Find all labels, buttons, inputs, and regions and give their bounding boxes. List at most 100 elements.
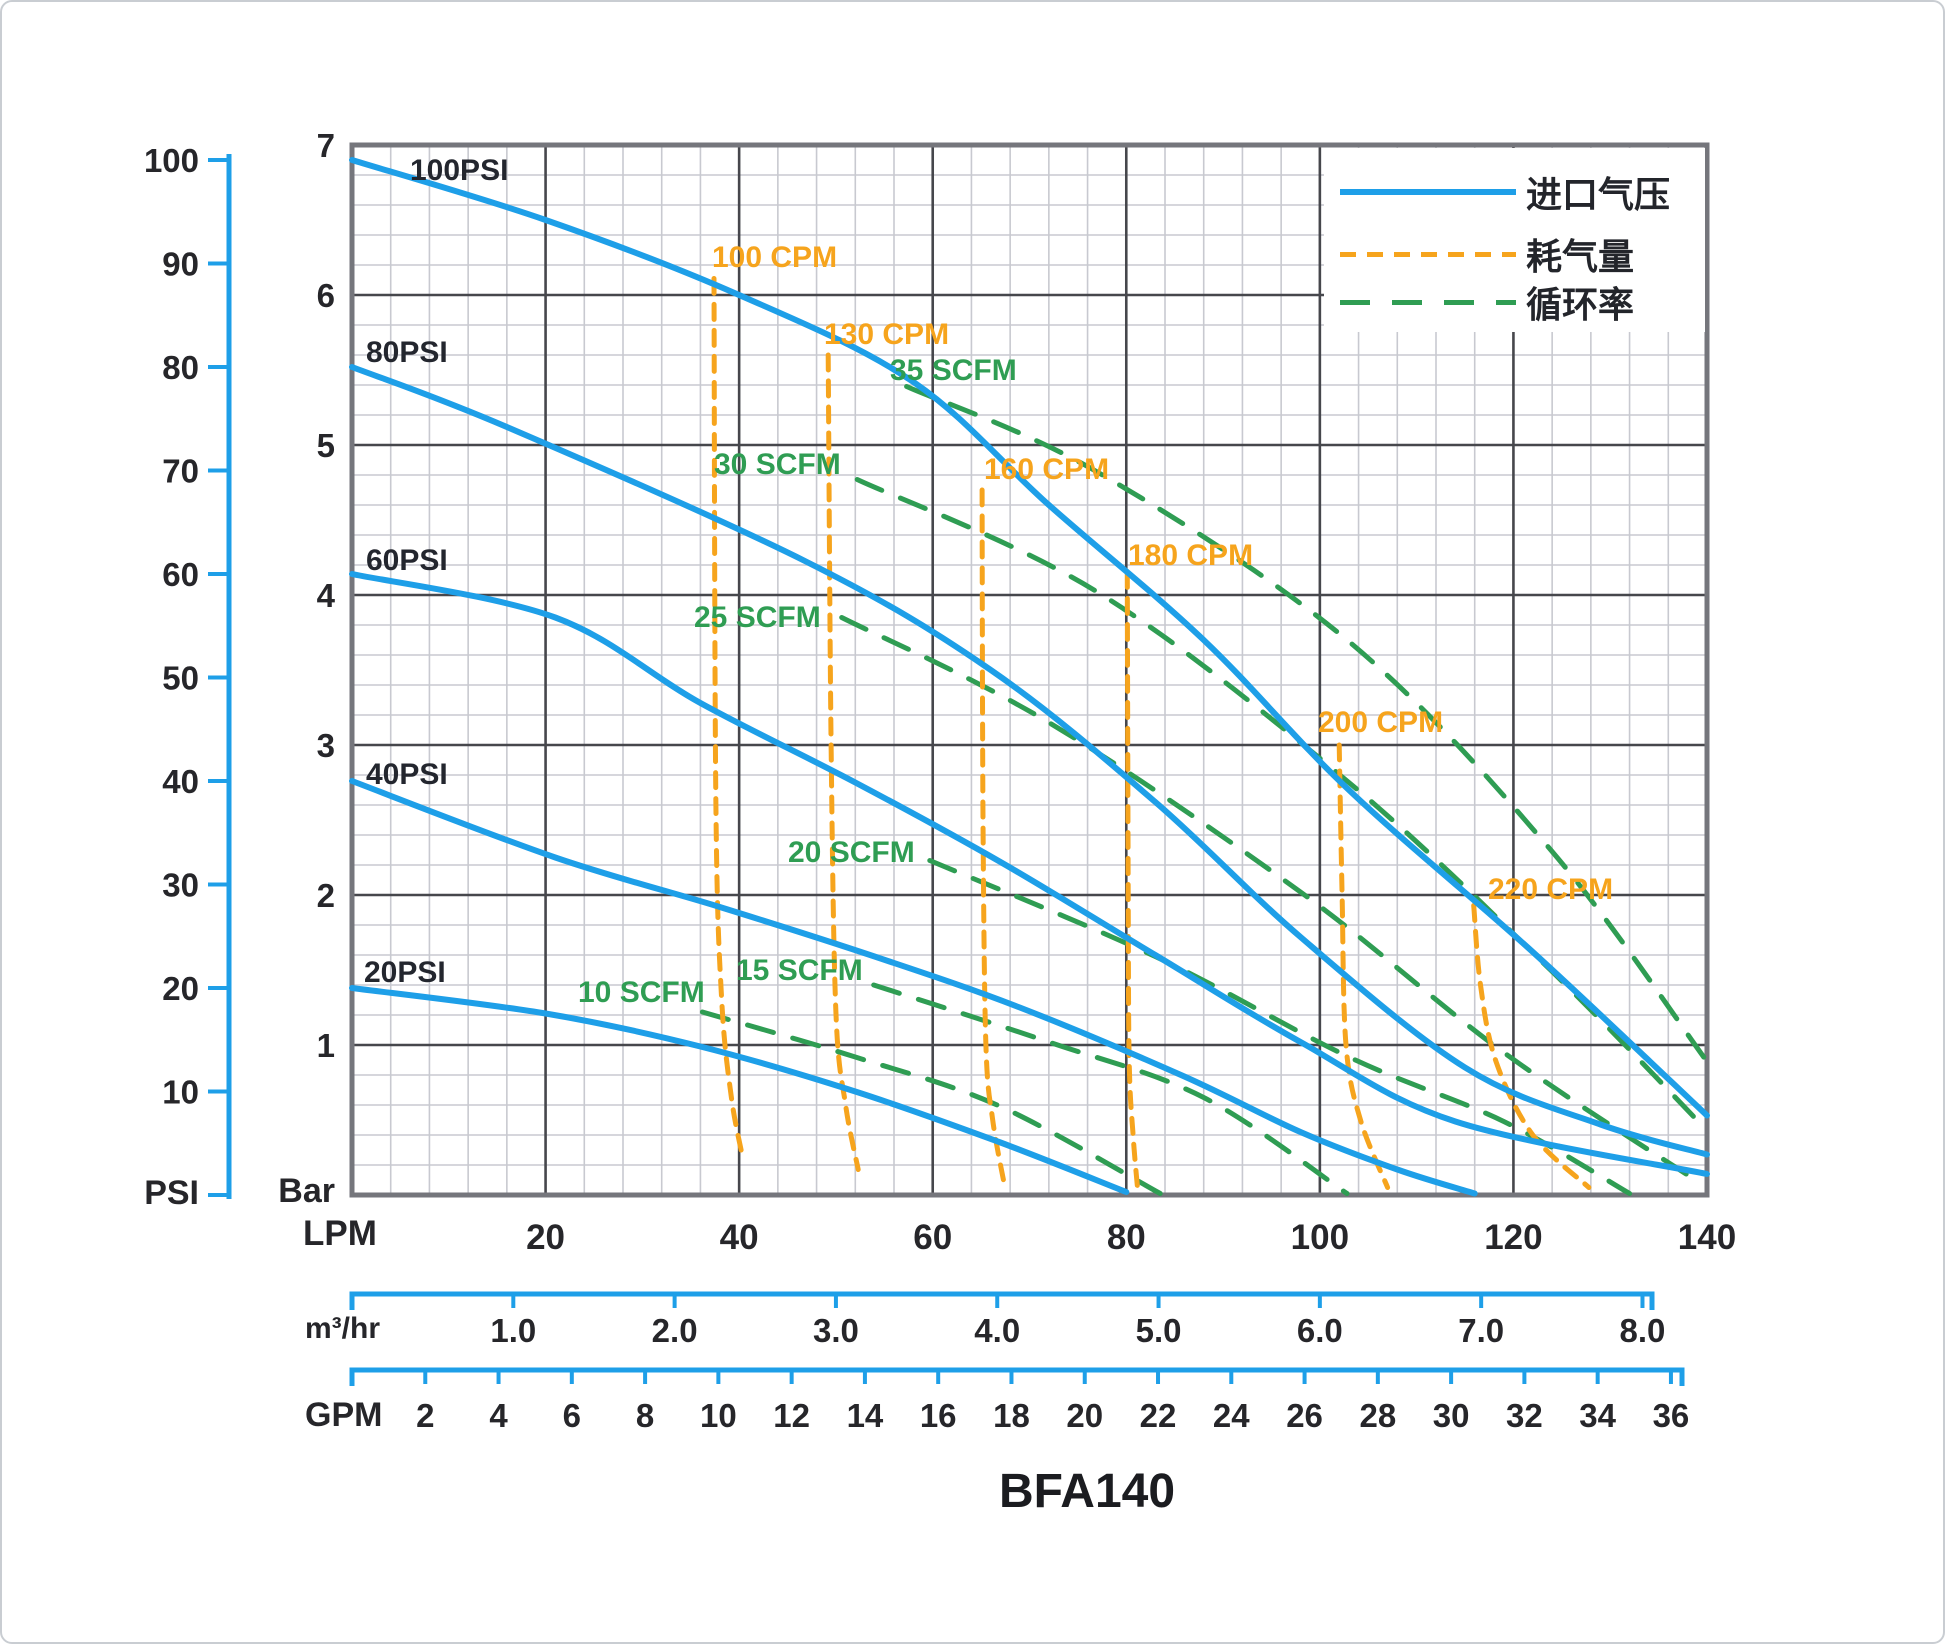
m3hr-tick-label: 1.0 bbox=[490, 1312, 536, 1349]
series-group-pressure bbox=[349, 157, 1710, 1197]
gpm-axis-unit: GPM bbox=[305, 1396, 383, 1434]
gpm-tick-label: 2 bbox=[416, 1397, 434, 1434]
gpm-tick-label: 10 bbox=[700, 1397, 737, 1434]
psi-tick-label: 100 bbox=[144, 142, 199, 179]
gpm-axis: 2 4 6 8 10 12 14 16 18 20 22 24 26 28 30 32 34 36 bbox=[349, 1367, 1690, 1434]
gpm-tick-label: 8 bbox=[636, 1397, 654, 1434]
gpm-ruler bbox=[349, 1367, 1685, 1386]
lpm-tick-label: 120 bbox=[1484, 1218, 1542, 1257]
curve-label-30-scfm: 30 SCFM bbox=[714, 448, 841, 481]
lpm-axis-unit: LPM bbox=[303, 1214, 377, 1253]
curve-label-25-scfm: 25 SCFM bbox=[694, 601, 821, 634]
long-dash-line-swatch-icon bbox=[1340, 299, 1516, 305]
curve-label-20-scfm: 20 SCFM bbox=[788, 836, 915, 869]
curve-label-15-scfm: 15 SCFM bbox=[736, 954, 863, 987]
curve-label-20psi: 20PSI bbox=[364, 956, 446, 989]
legend: 进口气压 耗气量 循环率 bbox=[1324, 148, 1705, 332]
curve-15-scfm bbox=[871, 982, 1350, 1196]
m3hr-tick-label: 7.0 bbox=[1458, 1312, 1504, 1349]
psi-tick-label: 20 bbox=[162, 970, 199, 1007]
curve-60psi bbox=[349, 571, 1710, 1177]
psi-tick-label: 60 bbox=[162, 556, 199, 593]
legend-label: 耗气量 bbox=[1526, 236, 1635, 277]
legend-label: 循环率 bbox=[1526, 284, 1635, 325]
curve-label-10-scfm: 10 SCFM bbox=[578, 976, 705, 1009]
gpm-tick-label: 4 bbox=[489, 1397, 508, 1434]
bar-tick-label: 1 bbox=[317, 1027, 335, 1064]
curve-label-60psi: 60PSI bbox=[366, 544, 448, 577]
curve-label-100psi: 100PSI bbox=[410, 154, 508, 187]
gpm-tick-label: 22 bbox=[1140, 1397, 1177, 1434]
m3hr-tick-label: 8.0 bbox=[1620, 1312, 1666, 1349]
legend-item-cycle-rate: 循环率 bbox=[1340, 280, 1692, 325]
bar-tick-label: 5 bbox=[317, 427, 335, 464]
dashed-line-swatch-icon bbox=[1340, 251, 1516, 257]
grid bbox=[349, 142, 1710, 1198]
curve-180-cpm bbox=[1124, 570, 1141, 1195]
curve-220-cpm bbox=[1471, 903, 1592, 1190]
legend-label: 进口气压 bbox=[1526, 174, 1671, 215]
gpm-tick-label: 20 bbox=[1066, 1397, 1103, 1434]
legend-item-inlet-pressure: 进口气压 bbox=[1340, 170, 1692, 215]
curve-100psi bbox=[349, 157, 1710, 1119]
m3hr-tick-label: 5.0 bbox=[1136, 1312, 1182, 1349]
curve-35-scfm bbox=[904, 384, 1710, 1064]
curve-100-cpm bbox=[711, 276, 745, 1157]
psi-tick-label: 40 bbox=[162, 763, 199, 800]
curve-label-35-scfm: 35 SCFM bbox=[890, 354, 1017, 387]
lpm-tick-label: 60 bbox=[913, 1218, 952, 1257]
bar-axis: 7 6 5 4 3 2 1 bbox=[317, 127, 336, 1064]
curve-label-80psi: 80PSI bbox=[366, 336, 448, 369]
m3hr-tick-label: 6.0 bbox=[1297, 1312, 1343, 1349]
m3hr-axis: 1.0 2.0 3.0 4.0 5.0 6.0 7.0 8.0 bbox=[349, 1291, 1666, 1349]
curve-200-cpm bbox=[1336, 742, 1391, 1190]
gpm-tick-label: 30 bbox=[1433, 1397, 1470, 1434]
m3hr-tick-label: 2.0 bbox=[652, 1312, 698, 1349]
gpm-tick-label: 16 bbox=[920, 1397, 957, 1434]
psi-tick-label: 90 bbox=[162, 246, 199, 283]
gpm-tick-label: 34 bbox=[1579, 1397, 1616, 1434]
m3hr-tick-label: 4.0 bbox=[974, 1312, 1020, 1349]
curve-label-130-cpm: 130 CPM bbox=[824, 318, 949, 351]
curve-label-160-cpm: 160 CPM bbox=[984, 453, 1109, 486]
plot-border bbox=[349, 142, 1710, 1198]
curve-label-220-cpm: 220 CPM bbox=[1488, 873, 1613, 906]
curve-40psi bbox=[349, 778, 1478, 1197]
curve-20psi bbox=[349, 985, 1130, 1195]
curve-160-cpm bbox=[979, 487, 1007, 1187]
curve-130-cpm bbox=[825, 352, 861, 1172]
m3hr-tick-label: 3.0 bbox=[813, 1312, 859, 1349]
psi-tick-label: 10 bbox=[162, 1074, 199, 1111]
curve-label-200-cpm: 200 CPM bbox=[1318, 706, 1443, 739]
gpm-tick-label: 36 bbox=[1653, 1397, 1690, 1434]
chart-title: BFA140 bbox=[998, 1465, 1176, 1518]
curve-labels: 100PSI 80PSI 60PSI 40PSI 20PSI 100 CPM 130 CPM… bbox=[364, 154, 1613, 1009]
gpm-tick-label: 12 bbox=[773, 1397, 810, 1434]
gpm-tick-label: 28 bbox=[1359, 1397, 1396, 1434]
bar-tick-label: 7 bbox=[317, 127, 335, 164]
psi-tick-label: 70 bbox=[162, 453, 199, 490]
curve-10-scfm bbox=[699, 1009, 1163, 1196]
series-group-consumption bbox=[711, 276, 1592, 1195]
curve-label-180-cpm: 180 CPM bbox=[1128, 539, 1253, 572]
lpm-tick-label: 100 bbox=[1291, 1218, 1349, 1257]
bar-axis-unit: Bar bbox=[278, 1172, 335, 1210]
psi-axis-unit: PSI bbox=[144, 1174, 199, 1212]
lpm-tick-label: 80 bbox=[1107, 1218, 1146, 1257]
psi-tick-label: 50 bbox=[162, 660, 199, 697]
curve-label-100-cpm: 100 CPM bbox=[712, 241, 837, 274]
gpm-tick-label: 6 bbox=[563, 1397, 581, 1434]
curve-80psi bbox=[349, 364, 1710, 1158]
psi-tick-label: 30 bbox=[162, 867, 199, 904]
bar-tick-label: 4 bbox=[317, 577, 336, 614]
bar-tick-label: 6 bbox=[317, 277, 335, 314]
gpm-tick-label: 32 bbox=[1506, 1397, 1543, 1434]
solid-line-swatch-icon bbox=[1340, 189, 1516, 195]
bar-tick-label: 3 bbox=[317, 727, 335, 764]
m3hr-ruler bbox=[349, 1291, 1655, 1310]
gpm-tick-label: 14 bbox=[847, 1397, 884, 1434]
m3hr-axis-unit: m³/hr bbox=[305, 1312, 380, 1345]
series-group-cycle bbox=[699, 384, 1710, 1196]
legend-item-air-consumption: 耗气量 bbox=[1340, 232, 1692, 277]
